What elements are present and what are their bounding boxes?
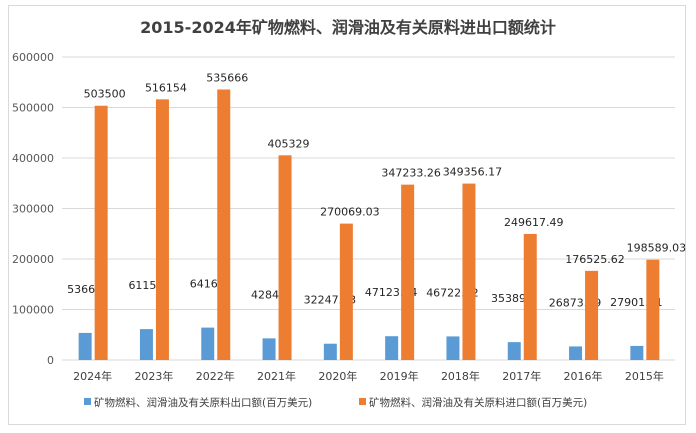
- export-bar: [507, 342, 521, 360]
- x-axis-ticks: 2024年 2023年 2022年 2021年 2020年 2019年 2018年 2017年…: [73, 369, 664, 383]
- y-tick-label: 500000: [12, 102, 54, 115]
- import-bar: [523, 233, 537, 360]
- import-data-label: 535666: [206, 71, 248, 84]
- legend-swatch-export: [84, 398, 91, 405]
- import-bar: [278, 155, 292, 360]
- y-axis-ticks: 0 100000 200000 300000 400000 500000 600000: [12, 51, 54, 367]
- import-data-label: 503500: [84, 88, 126, 101]
- x-tick-label: 2015年: [625, 369, 664, 383]
- y-tick-label: 300000: [12, 203, 54, 216]
- export-bar: [446, 336, 460, 360]
- export-bar: [78, 332, 92, 360]
- export-data-label: 61156: [128, 279, 163, 292]
- y-tick-label: 600000: [12, 51, 54, 64]
- import-data-label: 198589.03: [627, 242, 687, 255]
- y-tick-label: 100000: [12, 304, 54, 317]
- y-tick-label: 0: [47, 354, 54, 367]
- y-tick-label: 400000: [12, 152, 54, 165]
- legend-label-export: 矿物燃料、润滑油及有关原料出口额(百万美元): [94, 396, 312, 409]
- export-bar: [201, 327, 215, 360]
- x-tick-label: 2023年: [134, 369, 173, 383]
- import-bar: [462, 183, 476, 360]
- import-bar: [94, 105, 108, 360]
- import-data-label: 349356.17: [443, 166, 503, 179]
- x-tick-label: 2020年: [318, 369, 357, 383]
- export-bar: [630, 345, 644, 360]
- import-data-label: 270069.03: [320, 206, 380, 219]
- chart-frame: [8, 5, 686, 425]
- export-data-label: 42848: [251, 288, 286, 301]
- export-bar: [323, 343, 337, 360]
- export-data-label: 53660: [67, 283, 102, 296]
- bars: 53660 503500 61156 516154 64163 535666 42848 40…: [67, 71, 687, 361]
- import-data-label: 249617.49: [504, 216, 564, 229]
- import-bar: [217, 89, 231, 360]
- import-data-label: 176525.62: [565, 253, 625, 266]
- export-bar: [385, 336, 399, 360]
- export-bar: [569, 346, 583, 360]
- x-tick-label: 2022年: [196, 369, 235, 383]
- x-tick-label: 2016年: [564, 369, 603, 383]
- chart-title: 2015-2024年矿物燃料、润滑油及有关原料进出口额统计: [140, 18, 556, 37]
- import-bar: [339, 223, 353, 360]
- x-tick-label: 2024年: [73, 369, 112, 383]
- import-data-label: 516154: [145, 81, 187, 94]
- export-bar: [262, 338, 276, 360]
- export-bar: [139, 329, 153, 360]
- legend-swatch-import: [359, 398, 366, 405]
- import-bar: [155, 99, 169, 361]
- import-bar: [646, 259, 660, 360]
- x-tick-label: 2019年: [380, 369, 419, 383]
- import-data-label: 405329: [268, 137, 310, 150]
- import-bar: [401, 184, 415, 360]
- x-tick-label: 2021年: [257, 369, 296, 383]
- import-data-label: 347233.26: [381, 167, 441, 180]
- export-data-label: 64163: [190, 278, 225, 291]
- legend-label-import: 矿物燃料、润滑油及有关原料进口额(百万美元): [369, 396, 587, 409]
- import-bar: [585, 270, 599, 360]
- x-tick-label: 2018年: [441, 369, 480, 383]
- x-tick-label: 2017年: [502, 369, 541, 383]
- y-tick-label: 200000: [12, 253, 54, 266]
- legend: 矿物燃料、润滑油及有关原料出口额(百万美元) 矿物燃料、润滑油及有关原料进口额(百…: [84, 396, 587, 409]
